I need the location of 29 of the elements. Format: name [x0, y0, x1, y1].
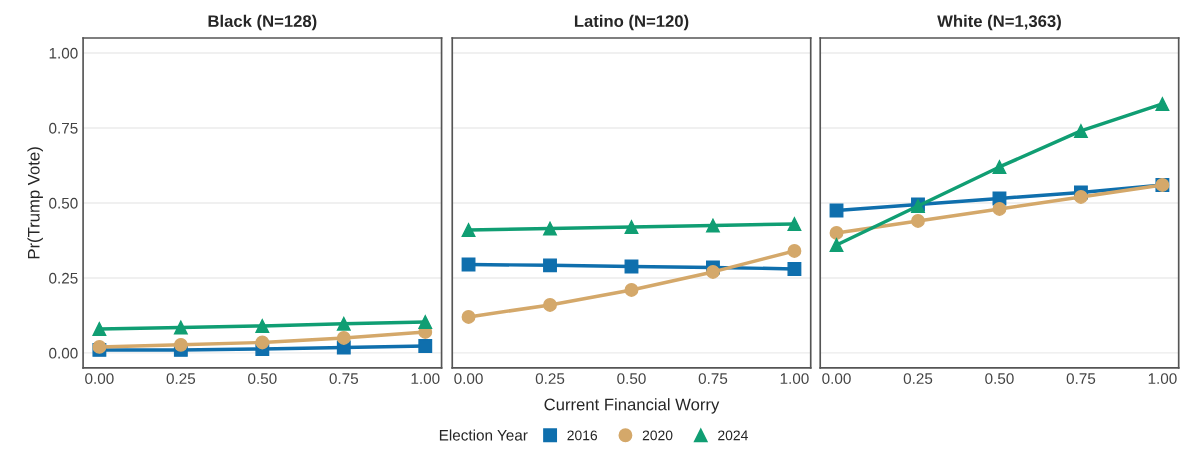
legend-label: 2020	[642, 430, 673, 441]
y-tick-label: 1.00	[49, 47, 78, 59]
y-tick-label: 0.25	[49, 272, 78, 284]
x-tick-label: 0.25	[903, 373, 933, 385]
x-tick-label: 0.75	[698, 373, 728, 385]
x-tick-label: 0.50	[248, 373, 277, 385]
x-tick-label: 0.00	[85, 373, 114, 385]
x-tick-label: 1.00	[411, 373, 440, 385]
x-tick-label: 0.25	[535, 373, 565, 385]
x-tick-label: 1.00	[780, 373, 809, 385]
chart-title: Latino (N=120)	[574, 14, 689, 31]
x-axis-title: Current Financial Worry	[544, 398, 720, 414]
y-tick-label: 0.50	[49, 197, 78, 209]
x-tick-label: 0.00	[454, 373, 483, 385]
x-tick-label: 0.50	[985, 373, 1014, 385]
x-tick-label: 0.25	[166, 373, 196, 385]
chart-title: White (N=1,363)	[937, 14, 1061, 31]
x-tick-label: 0.00	[822, 373, 851, 385]
legend-title: Election Year	[439, 429, 528, 441]
x-tick-label: 0.75	[329, 373, 359, 385]
x-tick-label: 0.50	[617, 373, 646, 385]
x-tick-label: 0.75	[1066, 373, 1096, 385]
y-axis-title: Pr(Trump Vote)	[27, 147, 43, 259]
y-tick-label: 0.00	[49, 347, 78, 359]
y-tick-label: 0.75	[49, 122, 78, 134]
chart-title: Black (N=128)	[208, 14, 317, 31]
legend-label: 2024	[718, 430, 748, 441]
legend-label: 2016	[567, 430, 598, 441]
x-tick-label: 1.00	[1148, 373, 1177, 385]
